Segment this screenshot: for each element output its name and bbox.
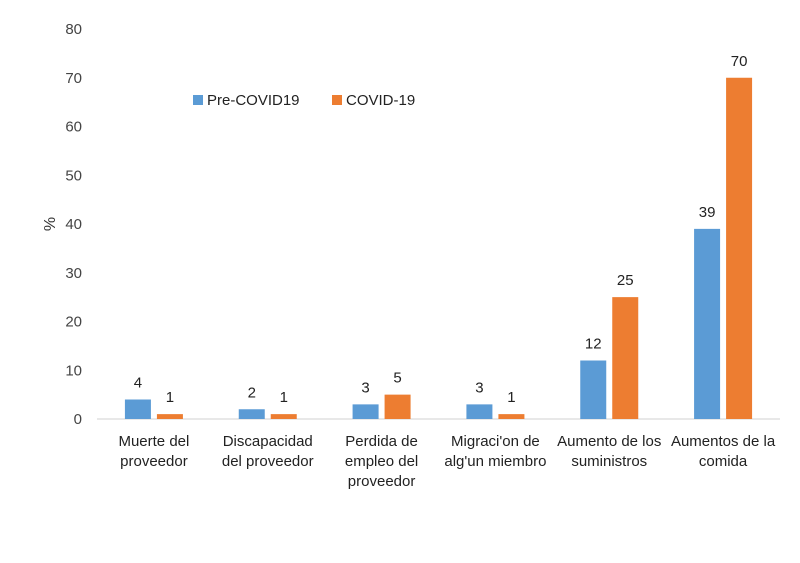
y-tick-label: 30 <box>65 265 82 282</box>
data-label: 70 <box>731 53 748 70</box>
data-label: 1 <box>280 389 288 406</box>
bar <box>124 399 151 419</box>
bar <box>238 409 265 419</box>
y-axis-label: % <box>42 217 59 231</box>
data-label: 3 <box>361 379 369 396</box>
data-label: 2 <box>248 384 256 401</box>
y-tick-label: 70 <box>65 70 82 87</box>
bar <box>612 297 639 419</box>
category-label: Aumento de los suministros <box>557 433 661 470</box>
bar <box>694 228 721 419</box>
data-label: 3 <box>475 379 483 396</box>
category-label: Aumentos de la comida <box>671 433 776 470</box>
bar <box>352 404 379 419</box>
y-tick-label: 0 <box>74 411 82 428</box>
y-tick-label: 60 <box>65 119 82 136</box>
bars <box>124 77 753 419</box>
bar <box>270 414 297 419</box>
y-tick-label: 80 <box>65 21 82 38</box>
legend-swatch <box>332 95 342 105</box>
bar <box>726 77 753 419</box>
legend-label: Pre-COVID19 <box>207 92 300 109</box>
y-tick-label: 50 <box>65 167 82 184</box>
bar <box>156 414 183 419</box>
legend-label: COVID-19 <box>346 92 415 109</box>
category-label: Discapacidad del proveedor <box>222 433 314 470</box>
legend: Pre-COVID19 COVID-19 <box>193 92 415 109</box>
bar <box>498 414 525 419</box>
data-label: 5 <box>393 370 401 387</box>
data-label: 12 <box>585 336 602 353</box>
data-label: 4 <box>134 375 142 392</box>
category-label: Perdida de empleo del proveedor <box>345 433 418 490</box>
bar <box>466 404 493 419</box>
y-tick-label: 20 <box>65 314 82 331</box>
data-label: 1 <box>507 389 515 406</box>
data-label: 39 <box>699 204 716 221</box>
category-labels: Muerte del proveedor Discapacidad del prove… <box>118 433 775 490</box>
bar <box>384 394 411 419</box>
y-axis-ticks: 0 10 20 30 40 50 60 70 80 <box>65 21 82 428</box>
data-label: 1 <box>166 389 174 406</box>
y-tick-label: 10 <box>65 362 82 379</box>
bar <box>580 360 607 419</box>
data-label: 25 <box>617 272 634 289</box>
y-tick-label: 40 <box>65 216 82 233</box>
category-label: Migraci'on de alg'un miembro <box>444 433 546 470</box>
category-label: Muerte del proveedor <box>118 433 189 470</box>
legend-swatch <box>193 95 203 105</box>
